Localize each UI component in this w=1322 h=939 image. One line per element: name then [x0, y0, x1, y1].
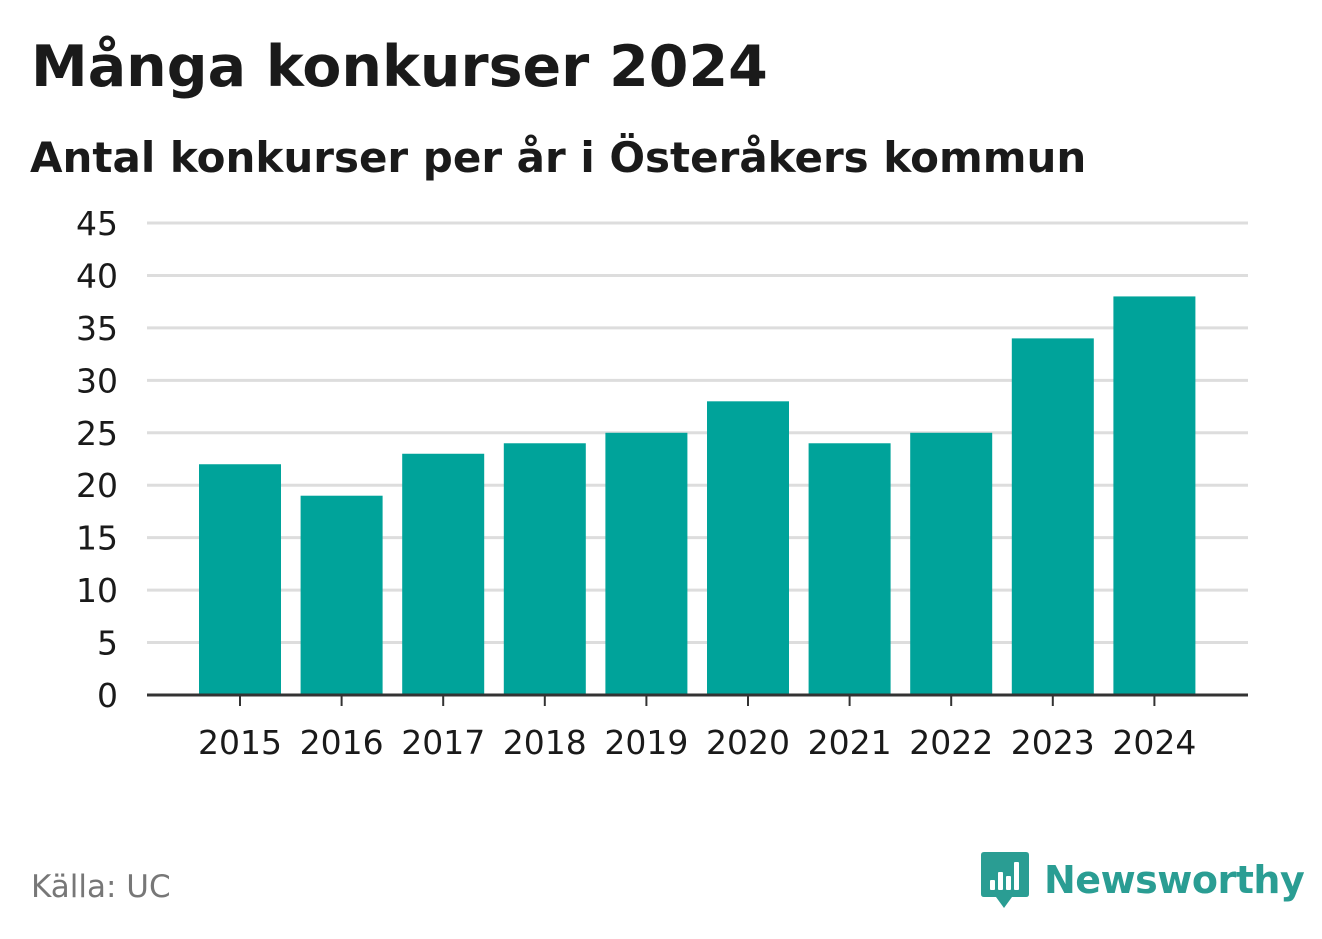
- bar-2019: [605, 432, 688, 695]
- y-tick-label: 15: [76, 519, 118, 558]
- bar-2017: [402, 453, 485, 695]
- y-axis-ticks: 0 5 10 15 20 25 30 35 40 45: [76, 204, 118, 715]
- chart-title: Många konkurser 2024: [31, 34, 768, 100]
- bar-2015: [199, 464, 281, 695]
- bar-2023: [1011, 338, 1094, 695]
- newsworthy-logo-icon: [981, 852, 1029, 908]
- bar-2020: [707, 401, 789, 695]
- source-note: Källa: UC: [31, 869, 171, 905]
- x-tick-label: 2015: [198, 723, 282, 762]
- bar-2022: [910, 432, 993, 695]
- bar-2024: [1113, 296, 1196, 695]
- brand-name: Newsworthy: [1044, 858, 1305, 902]
- y-tick-label: 25: [76, 414, 118, 453]
- newsworthy-logo: Newsworthy: [980, 850, 1305, 910]
- chart-subtitle: Antal konkurser per år i Österåkers komm…: [30, 133, 1087, 182]
- bar-2016: [300, 495, 383, 695]
- y-tick-label: 20: [76, 466, 118, 505]
- y-tick-label: 40: [76, 256, 118, 295]
- bars: [199, 296, 1196, 695]
- x-tick-label: 2019: [604, 723, 688, 762]
- x-tick-label: 2022: [909, 723, 993, 762]
- bar-2018: [503, 443, 586, 695]
- x-tick-label: 2023: [1011, 723, 1095, 762]
- x-tick-label: 2017: [401, 723, 485, 762]
- y-tick-label: 30: [76, 361, 118, 400]
- y-tick-label: 10: [76, 571, 118, 610]
- x-tick-label: 2021: [808, 723, 892, 762]
- x-tick-label: 2024: [1112, 723, 1196, 762]
- x-axis: 2015 2016 2017 2018 2019 2020 2021 2022 2023 2024: [147, 693, 1248, 762]
- y-tick-label: 35: [76, 309, 118, 348]
- y-tick-label: 5: [97, 624, 118, 663]
- y-tick-label: 45: [76, 204, 118, 243]
- x-tick-label: 2016: [300, 723, 384, 762]
- y-tick-label: 0: [97, 676, 118, 715]
- bar-2021: [808, 443, 891, 695]
- x-tick-label: 2020: [706, 723, 790, 762]
- x-tick-label: 2018: [503, 723, 587, 762]
